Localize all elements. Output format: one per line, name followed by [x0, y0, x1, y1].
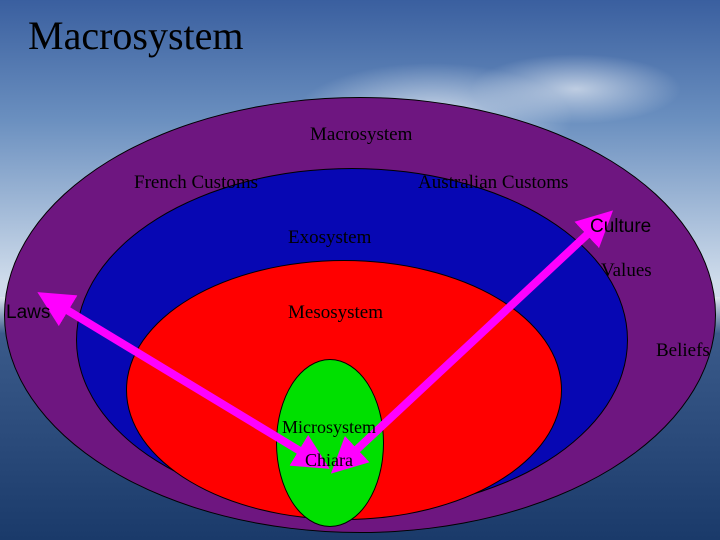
french-customs-label: French Customs: [134, 172, 258, 194]
microsystem-ellipse: [276, 359, 384, 527]
diagram-stage: Macrosystem French Customs Australian Cust…: [0, 0, 720, 540]
mesosystem-label: Mesosystem: [288, 302, 383, 324]
macrosystem-label: Macrosystem: [310, 124, 412, 146]
laws-label: Laws: [6, 302, 50, 324]
australian-customs-label: Australian Customs: [418, 172, 568, 194]
values-label: Values: [601, 260, 652, 282]
microsystem-label: Microsystem: [282, 417, 376, 438]
exosystem-label: Exosystem: [288, 227, 371, 249]
beliefs-label: Beliefs: [656, 340, 710, 362]
chiara-label: Chiara: [305, 450, 353, 471]
culture-label: Culture: [590, 216, 651, 238]
